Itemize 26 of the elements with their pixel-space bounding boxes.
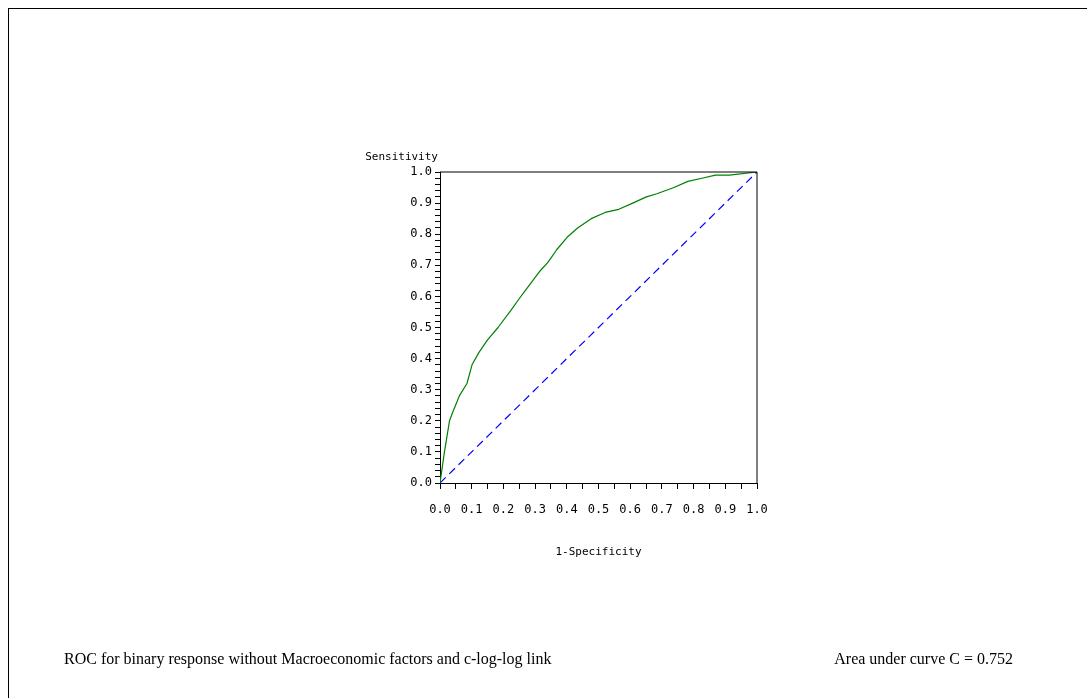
- y-tick-label: 0.7: [410, 257, 432, 272]
- y-tick-label: 0.8: [410, 226, 432, 241]
- x-tick-label: 0.9: [714, 502, 737, 517]
- x-tick-label: 1.0: [746, 502, 768, 517]
- y-tick-label: 0.1: [410, 444, 432, 459]
- y-tick-label: 0.0: [410, 475, 432, 490]
- y-tick-label: 0.9: [410, 195, 432, 210]
- x-tick-label: 0.3: [524, 502, 546, 517]
- y-tick-label: 1.0: [410, 164, 432, 179]
- x-tick-label: 0.7: [651, 502, 673, 517]
- y-tick-label: 0.4: [410, 350, 432, 365]
- x-tick-label: 0.4: [555, 502, 578, 517]
- x-tick-label: 0.5: [587, 502, 610, 517]
- x-tick-label: 0.0: [429, 502, 451, 517]
- x-tick-label: 0.6: [619, 502, 642, 517]
- y-tick-label: 0.5: [410, 319, 432, 334]
- y-tick-label: 0.3: [410, 381, 432, 396]
- y-tick-label: 0.6: [410, 288, 432, 303]
- y-axis-title: Sensitivity: [365, 150, 439, 164]
- x-axis-title: 1-Specificity: [555, 545, 642, 559]
- x-tick-label: 0.1: [460, 502, 483, 517]
- y-tick-label: 0.2: [410, 412, 432, 427]
- x-tick-label: 0.2: [492, 502, 515, 517]
- text: Area under curve C = 0.752: [834, 650, 1013, 668]
- x-tick-label: 0.8: [682, 502, 705, 517]
- text: ROC for binary response without Macroeconomic factors and c-log-log link: [64, 650, 552, 669]
